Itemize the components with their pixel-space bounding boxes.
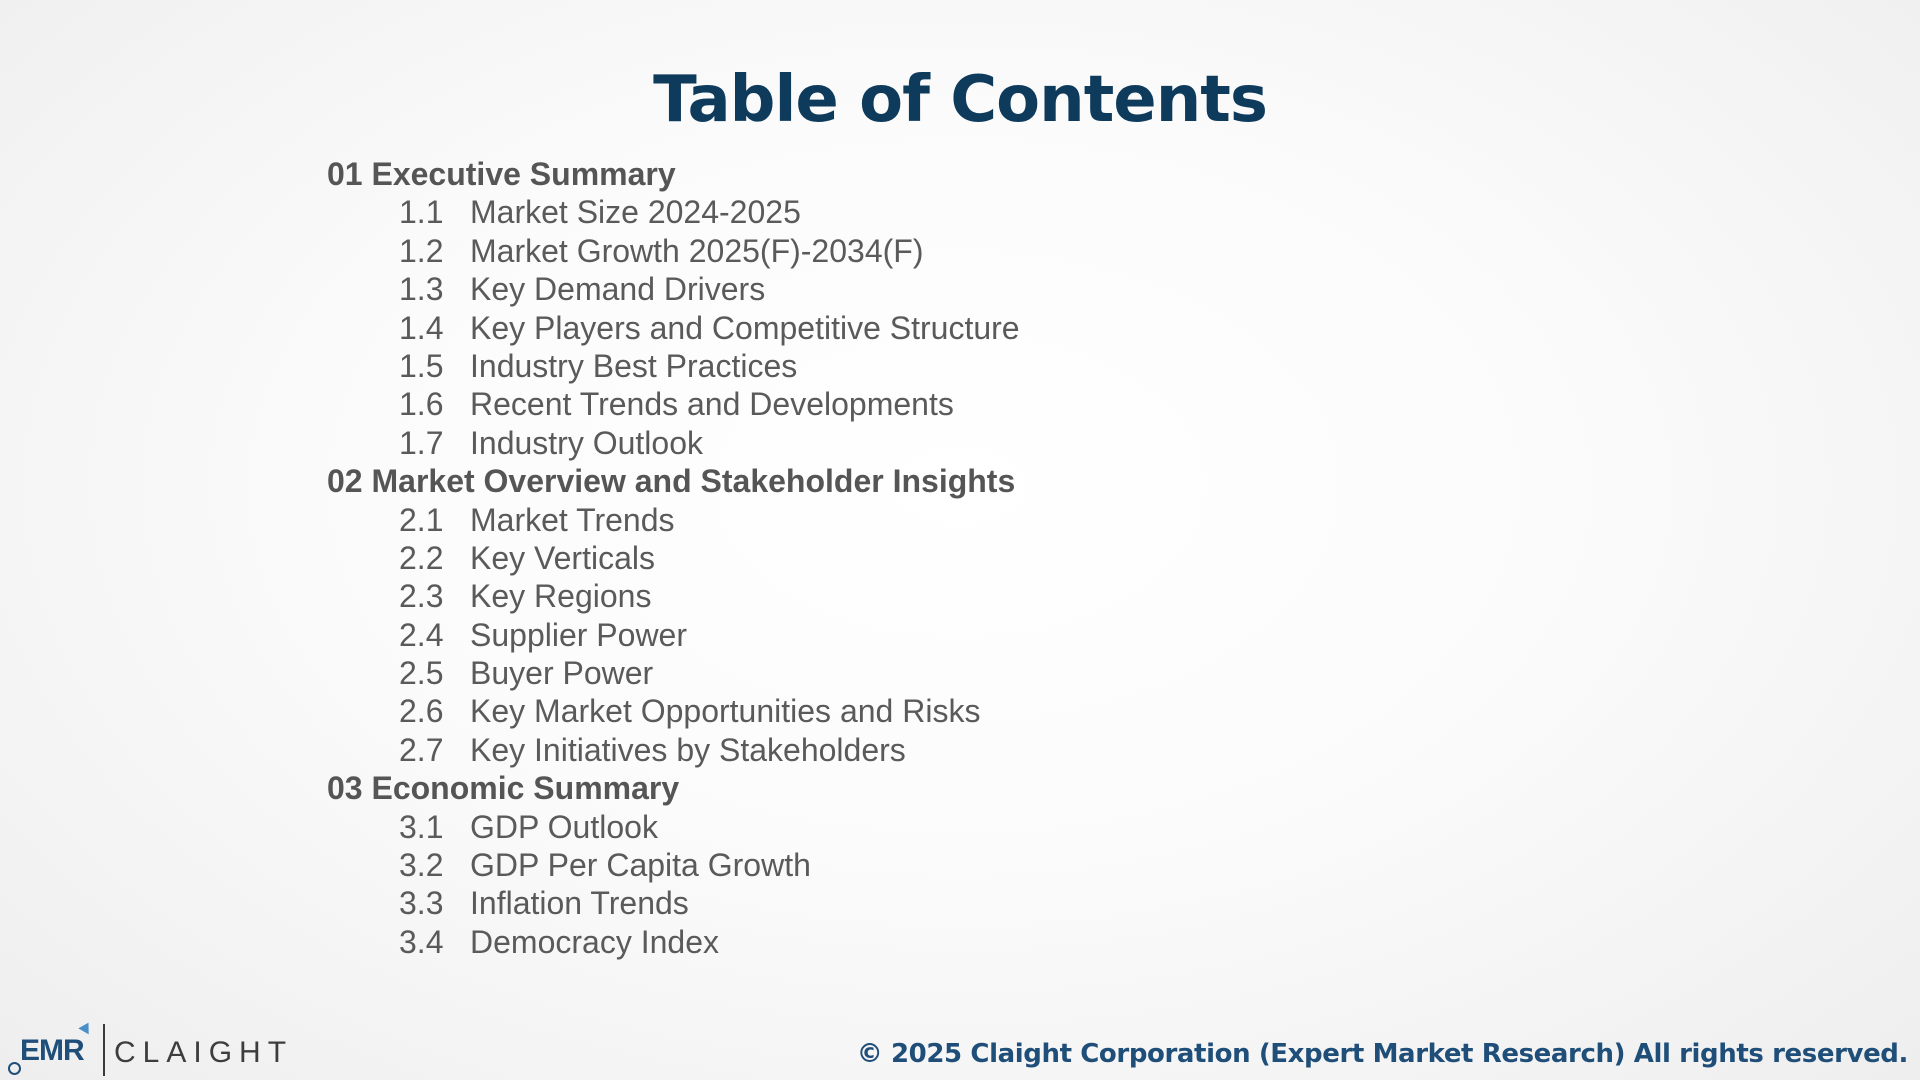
- toc-item-number: 2.4: [399, 616, 444, 653]
- toc-item-label: Market Trends: [470, 501, 675, 538]
- toc-item-label: Key Initiatives by Stakeholders: [470, 731, 906, 768]
- toc-item-number: 1.7: [399, 424, 444, 461]
- toc-item-label: Industry Best Practices: [470, 347, 798, 384]
- toc-item-number: 3.2: [399, 847, 444, 884]
- toc-item-number: 2.7: [399, 731, 444, 768]
- toc-item-label: Buyer Power: [470, 655, 654, 692]
- company-logo: EMR CLAIGHT: [8, 1014, 298, 1080]
- toc-item-label: Inflation Trends: [470, 885, 689, 922]
- toc-item-label: Recent Trends and Developments: [470, 386, 954, 423]
- toc-item: 1.6 Recent Trends and Developments: [327, 385, 1427, 423]
- toc-item-number: 2.2: [399, 539, 444, 576]
- toc-item: 3.2 GDP Per Capita Growth: [327, 846, 1427, 884]
- section-heading: 01 Executive Summary: [327, 156, 676, 192]
- table-of-contents: 01 Executive Summary 1.1 Market Size 2024…: [327, 155, 1427, 961]
- toc-section-executive-summary: 01 Executive Summary 1.1 Market Size 2024…: [327, 155, 1427, 462]
- toc-item-label: Industry Outlook: [470, 424, 703, 461]
- toc-item-label: Key Market Opportunities and Risks: [470, 693, 981, 730]
- toc-item-number: 1.1: [399, 194, 444, 231]
- toc-item: 2.3 Key Regions: [327, 577, 1427, 615]
- toc-item: 2.2 Key Verticals: [327, 539, 1427, 577]
- toc-item-number: 2.1: [399, 501, 444, 538]
- toc-item-label: Market Growth 2025(F)-2034(F): [470, 232, 924, 269]
- toc-item-label: Democracy Index: [470, 923, 719, 960]
- toc-item-number: 3.3: [399, 885, 444, 922]
- toc-item-number: 1.6: [399, 386, 444, 423]
- toc-item-label: GDP Per Capita Growth: [470, 847, 811, 884]
- logo-divider: [103, 1024, 105, 1076]
- toc-item: 2.6 Key Market Opportunities and Risks: [327, 692, 1427, 730]
- toc-item: 1.3 Key Demand Drivers: [327, 270, 1427, 308]
- toc-item: 1.1 Market Size 2024-2025: [327, 193, 1427, 231]
- toc-item: 1.2 Market Growth 2025(F)-2034(F): [327, 232, 1427, 270]
- toc-item-number: 2.6: [399, 693, 444, 730]
- toc-item: 1.5 Industry Best Practices: [327, 347, 1427, 385]
- toc-item-label: Supplier Power: [470, 616, 687, 653]
- toc-item: 3.1 GDP Outlook: [327, 808, 1427, 846]
- toc-section-economic-summary: 03 Economic Summary 3.1 GDP Outlook 3.2 GD…: [327, 769, 1427, 961]
- toc-item: 2.5 Buyer Power: [327, 654, 1427, 692]
- page-title: Table of Contents: [653, 63, 1268, 137]
- toc-item: 1.7 Industry Outlook: [327, 424, 1427, 462]
- toc-item-number: 1.4: [399, 309, 444, 346]
- toc-item: 2.4 Supplier Power: [327, 616, 1427, 654]
- copyright-footer: © 2025 Claight Corporation (Expert Marke…: [856, 1039, 1909, 1069]
- toc-item-label: Key Regions: [470, 578, 652, 615]
- toc-item-label: Key Verticals: [470, 539, 655, 576]
- toc-item: 2.7 Key Initiatives by Stakeholders: [327, 731, 1427, 769]
- toc-section-market-overview: 02 Market Overview and Stakeholder Insig…: [327, 462, 1427, 769]
- toc-item-number: 1.2: [399, 232, 444, 269]
- toc-item: 3.3 Inflation Trends: [327, 884, 1427, 922]
- toc-item-number: 1.3: [399, 271, 444, 308]
- toc-item: 3.4 Democracy Index: [327, 923, 1427, 961]
- logo-arrow-icon: [78, 1019, 94, 1035]
- toc-item-number: 1.5: [399, 347, 444, 384]
- logo-dot-icon: [8, 1062, 21, 1075]
- toc-item-number: 2.5: [399, 655, 444, 692]
- section-heading: 02 Market Overview and Stakeholder Insig…: [327, 463, 1016, 500]
- toc-item-number: 2.3: [399, 578, 444, 615]
- logo-emr-text: EMR: [20, 1034, 85, 1067]
- toc-item-number: 3.4: [399, 923, 444, 960]
- toc-item-label: Key Demand Drivers: [470, 271, 766, 308]
- toc-item: 1.4 Key Players and Competitive Structure: [327, 309, 1427, 347]
- toc-item: 2.1 Market Trends: [327, 501, 1427, 539]
- logo-claight-text: CLAIGHT: [114, 1036, 294, 1069]
- toc-item-label: Market Size 2024-2025: [470, 194, 801, 231]
- toc-item-number: 3.1: [399, 808, 444, 845]
- toc-item-label: Key Players and Competitive Structure: [470, 309, 1020, 346]
- toc-item-label: GDP Outlook: [470, 808, 658, 845]
- section-heading: 03 Economic Summary: [327, 770, 680, 807]
